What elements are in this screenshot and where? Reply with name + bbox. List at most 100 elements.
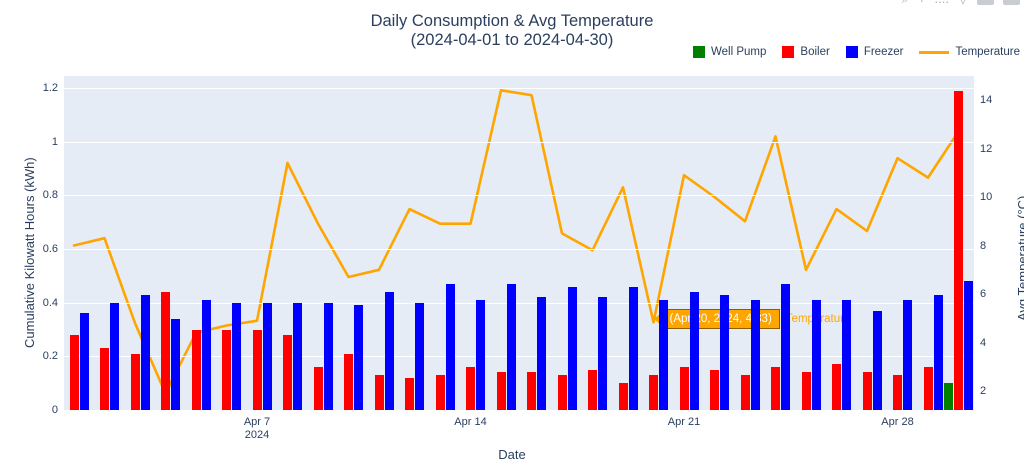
legend-item-temperature[interactable]: Temperature xyxy=(919,46,1020,58)
dots-icon[interactable]: .... xyxy=(935,0,949,6)
bar-boiler-day22 xyxy=(710,369,719,410)
x-axis-tick: Apr 14 xyxy=(454,416,487,428)
plot-area[interactable] xyxy=(64,76,974,410)
x-axis-tick: Apr 28 xyxy=(881,416,914,428)
gridline xyxy=(64,195,974,197)
bar-boiler-day26 xyxy=(832,364,841,410)
plotly-modebar: ⌕ + .... ▽ xyxy=(902,0,1020,6)
y-axis-tick-right: 10 xyxy=(980,191,993,203)
bar-freezer-day29 xyxy=(933,294,943,410)
y-axis-tick-right: 4 xyxy=(980,336,987,349)
legend-swatch-square-icon xyxy=(693,46,706,58)
bar-boiler-day1 xyxy=(69,334,79,410)
bar-freezer-day27 xyxy=(872,310,882,410)
bar-boiler-day30 xyxy=(954,90,963,410)
bar-freezer-day23 xyxy=(750,299,760,410)
bar-boiler-day7 xyxy=(252,329,262,410)
bar-freezer-day8 xyxy=(293,302,302,410)
legend-swatch-square-icon xyxy=(782,46,795,58)
bar-freezer-day30 xyxy=(964,281,973,410)
bar-freezer-day16 xyxy=(537,297,546,410)
y-axis-tick-left: 0.4 xyxy=(42,296,58,309)
bar-boiler-day12 xyxy=(405,377,414,410)
legend-item-freezer[interactable]: Freezer xyxy=(845,46,903,58)
tooltip-arrow-icon xyxy=(653,312,662,327)
bar-freezer-day13 xyxy=(445,283,455,410)
bar-freezer-day7 xyxy=(262,302,272,410)
x-axis-title: Date xyxy=(498,447,526,462)
bar-boiler-day5 xyxy=(191,329,201,410)
bar-boiler-day27 xyxy=(862,372,872,410)
bar-freezer-day17 xyxy=(567,286,577,410)
chart-legend: Well Pump Boiler Freezer Temperature xyxy=(693,46,1020,58)
bar-boiler-day15 xyxy=(496,372,506,410)
bar-freezer-day21 xyxy=(689,291,699,410)
bar-freezer-day2 xyxy=(110,302,119,410)
x-axis-tick: Apr 7 2024 xyxy=(243,416,271,441)
bar-boiler-day10 xyxy=(344,353,353,410)
y-axis-tick-right: 6 xyxy=(980,288,987,300)
legend-label: Well Pump xyxy=(711,46,767,58)
bar-boiler-day2 xyxy=(100,348,109,410)
bar-freezer-day25 xyxy=(811,299,821,410)
y-axis-tick-right: 12 xyxy=(980,142,993,155)
bar-freezer-day11 xyxy=(384,291,394,410)
bar-freezer-day3 xyxy=(140,294,150,410)
chart-title-line2: (2024-04-01 to 2024-04-30) xyxy=(410,31,614,49)
bar-boiler-day8 xyxy=(283,334,292,410)
pan-icon[interactable]: + xyxy=(918,0,926,6)
zoom-icon[interactable]: ⌕ xyxy=(902,0,909,6)
legend-item-boiler[interactable]: Boiler xyxy=(782,46,830,58)
bar-boiler-day21 xyxy=(679,367,689,410)
bar-freezer-day28 xyxy=(903,299,912,410)
bar-boiler-day19 xyxy=(618,383,628,410)
gridline xyxy=(64,249,974,251)
bar-boiler-day16 xyxy=(527,372,536,410)
bar-freezer-day22 xyxy=(720,294,729,410)
y-axis-tick-left: 0.2 xyxy=(42,350,58,363)
bar-freezer-day10 xyxy=(354,305,363,410)
bar-freezer-day6 xyxy=(232,302,241,410)
bar-freezer-day19 xyxy=(628,286,638,410)
y-axis-tick-left: 0 xyxy=(51,404,58,416)
bar-freezer-day15 xyxy=(506,283,516,410)
autoscale-icon[interactable]: ▽ xyxy=(958,0,968,6)
bar-boiler-day17 xyxy=(557,375,567,410)
bar-freezer-day12 xyxy=(415,302,424,410)
y-axis-tick-right: 8 xyxy=(980,239,987,252)
y-axis-tick-left: 1.2 xyxy=(42,82,58,95)
bar-boiler-day6 xyxy=(222,329,231,410)
legend-label: Temperature xyxy=(955,46,1020,58)
legend-label: Boiler xyxy=(800,46,830,58)
modebar-button-icon[interactable] xyxy=(1003,0,1020,5)
bar-boiler-day3 xyxy=(130,353,140,410)
bar-freezer-day14 xyxy=(476,299,485,410)
bar-boiler-day24 xyxy=(771,367,780,410)
bar-boiler-day13 xyxy=(435,375,445,410)
bar-freezer-day24 xyxy=(781,283,790,410)
y-axis-tick-right: 14 xyxy=(980,94,993,106)
bar-freezer-day18 xyxy=(598,297,607,410)
bar-freezer-day5 xyxy=(201,299,211,410)
modebar-button-icon[interactable] xyxy=(977,0,994,5)
gridline xyxy=(64,88,974,90)
y-axis-tick-left: 0.6 xyxy=(42,243,58,256)
bar-freezer-day9 xyxy=(323,302,333,410)
right-axis-title: Avg Temperature (°C) xyxy=(1015,195,1024,321)
chart-title-line1: Daily Consumption & Avg Temperature xyxy=(370,12,654,30)
bar-boiler-day25 xyxy=(801,372,811,410)
gridline xyxy=(64,141,974,143)
y-axis-tick-left: 1 xyxy=(51,135,58,148)
bar-boiler-day29 xyxy=(923,367,933,410)
bar-well-pump-day30 xyxy=(944,383,953,410)
bar-boiler-day14 xyxy=(466,367,475,410)
legend-item-well-pump[interactable]: Well Pump xyxy=(693,46,766,58)
bar-boiler-day9 xyxy=(313,367,323,410)
legend-swatch-square-icon xyxy=(845,46,858,58)
y-axis-tick-right: 2 xyxy=(980,385,987,397)
x-axis-tick: Apr 21 xyxy=(667,416,701,428)
bar-boiler-day28 xyxy=(893,375,902,410)
bar-freezer-day20 xyxy=(659,299,668,410)
gridline xyxy=(64,356,974,358)
